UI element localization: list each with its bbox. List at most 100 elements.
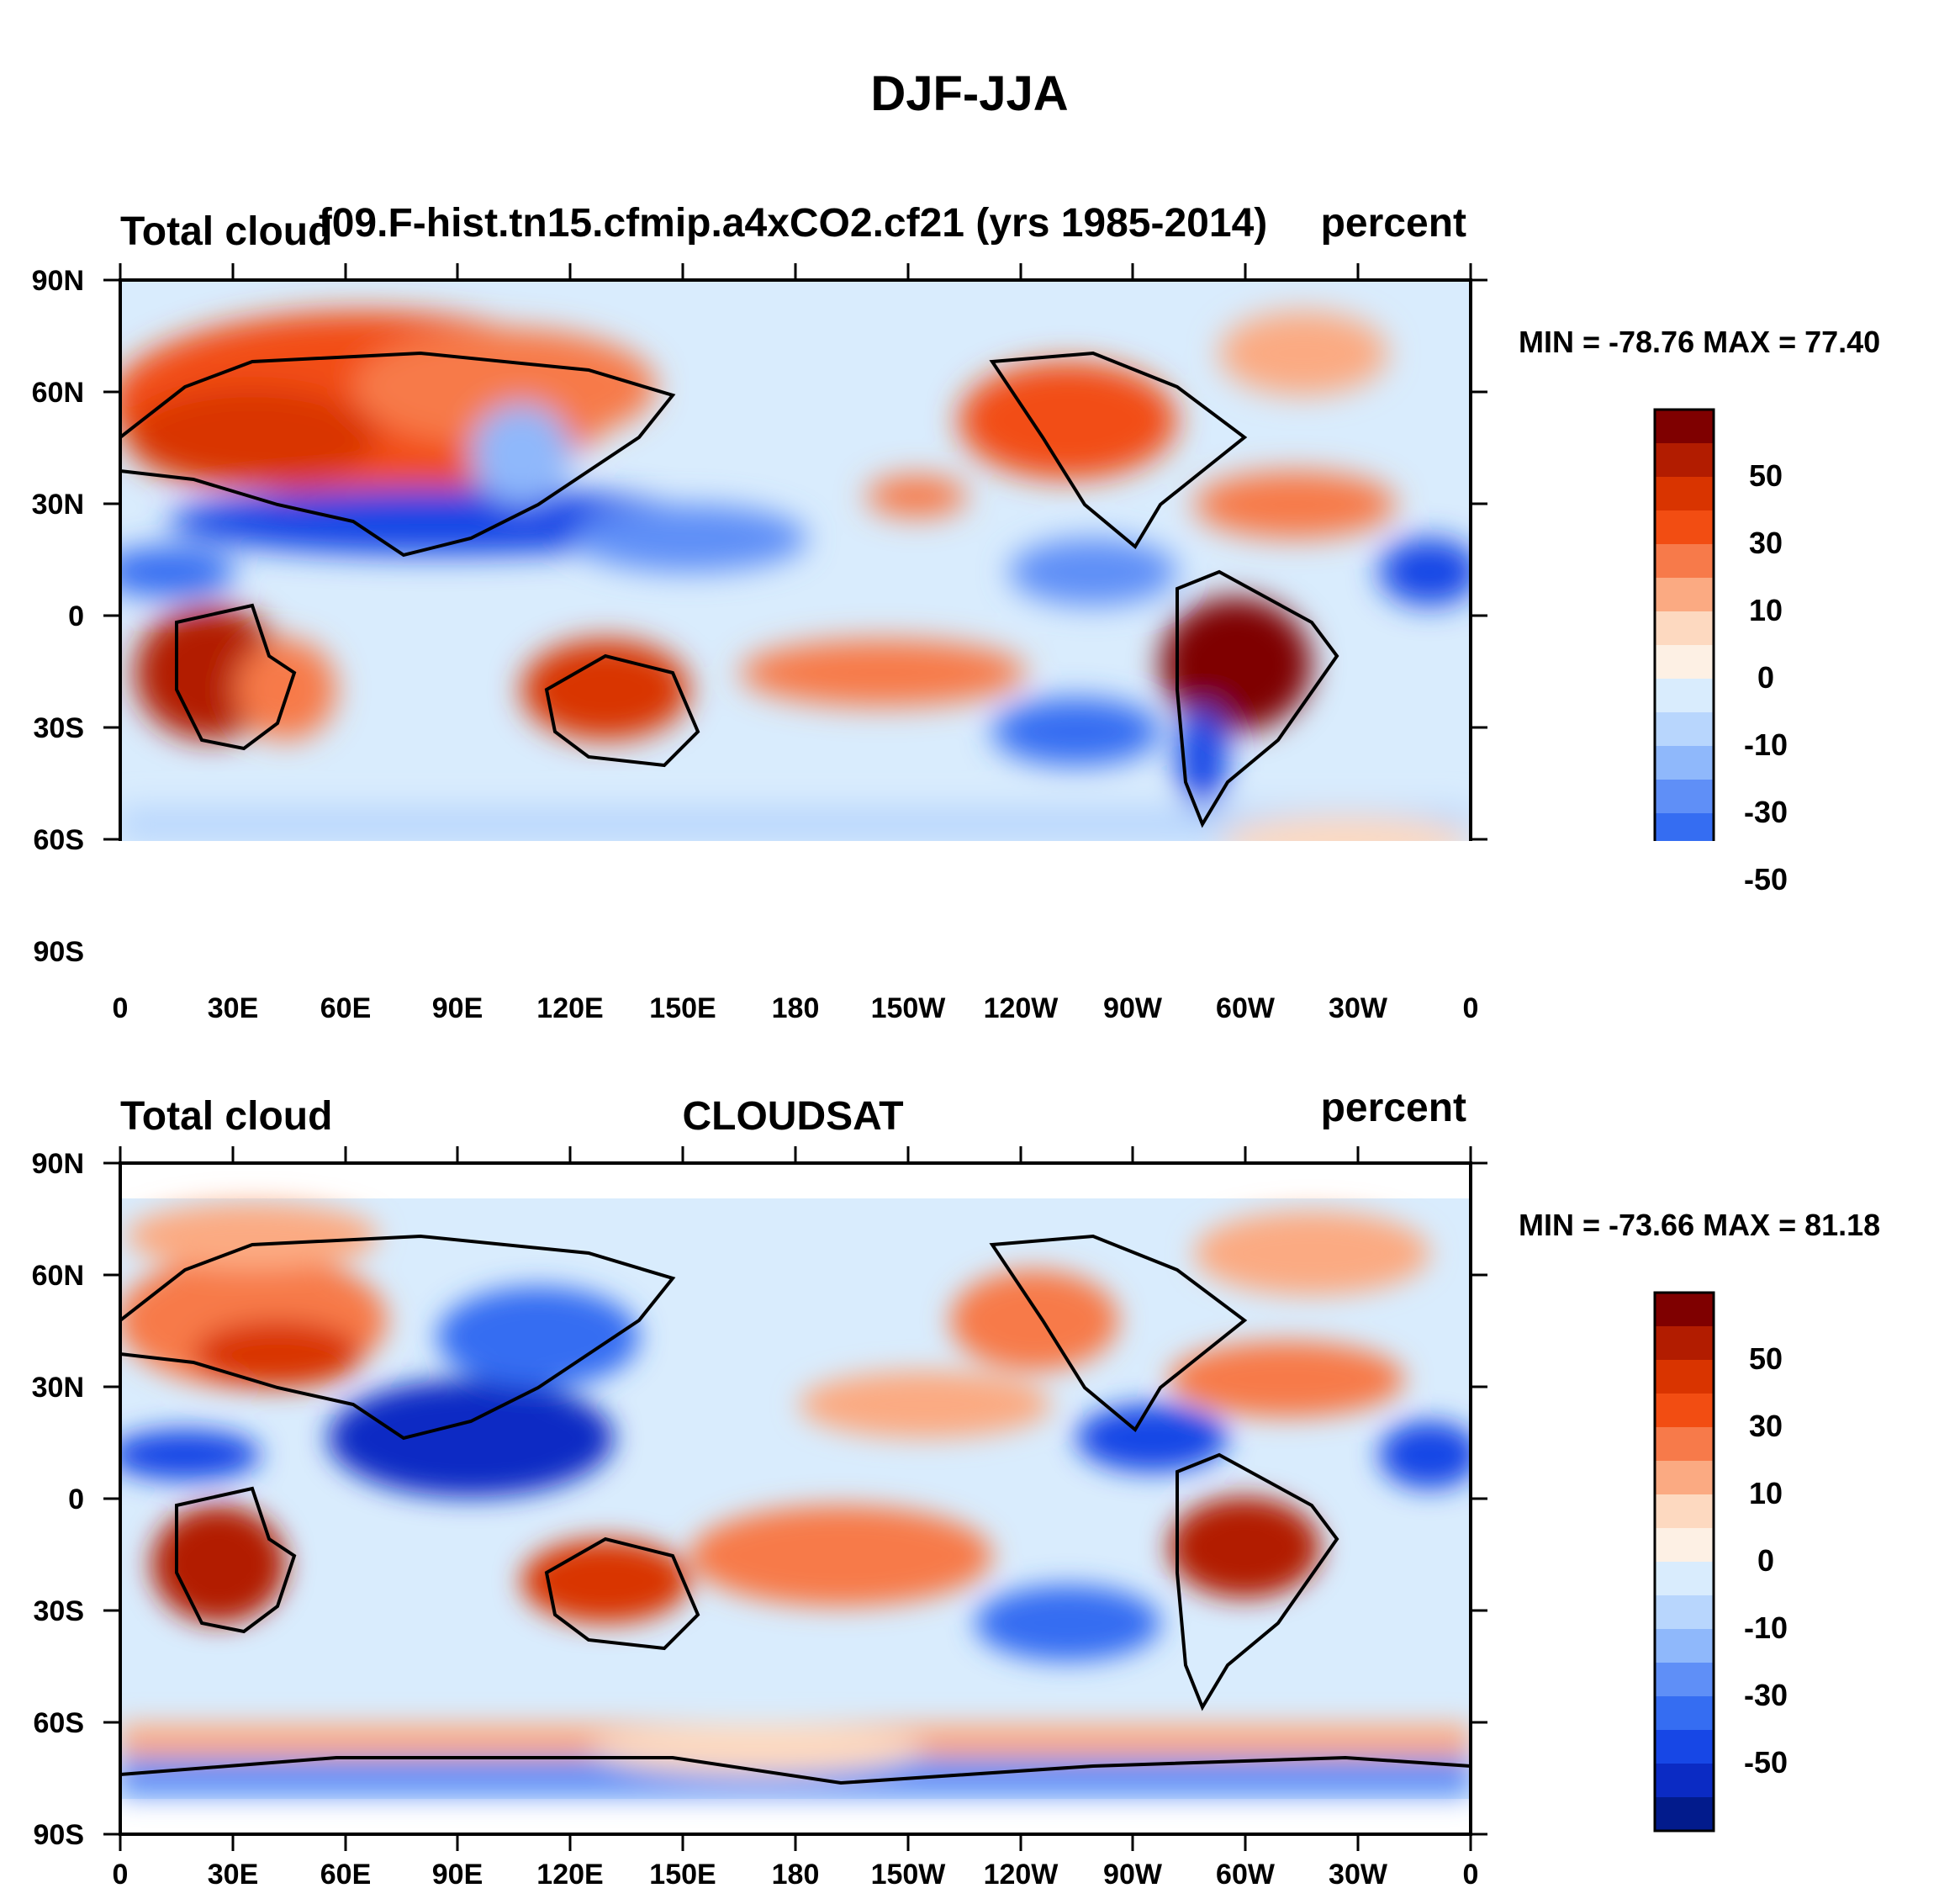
lon-tick: 120E [536,1859,604,1891]
lon-tick: 60E [320,992,372,1024]
panel-left-label: Total cloud [120,209,333,254]
colorbar-bin [1655,1629,1714,1663]
colorbar-label: -50 [1743,862,1788,896]
map-panel-model: Total cloud f09.F-hist.tn15.cfmip.a4xCO2… [0,0,1939,1024]
lon-tick: 90W [1103,992,1162,1024]
colorbar-bin [1655,510,1714,544]
colorbar-label: 50 [1748,458,1783,493]
lon-tick: 60E [320,1859,372,1891]
colorbar-bin [1655,1494,1714,1528]
panel-left-label: Total cloud [120,1094,333,1139]
lon-tick: 120W [983,992,1059,1024]
colorbar-label: -30 [1743,1678,1788,1712]
colorbar-label: 10 [1748,593,1783,627]
tick-marks [103,263,1487,841]
lon-tick: 150E [649,992,716,1024]
lon-tick: 60W [1216,992,1275,1024]
colorbar-bin [1655,645,1714,679]
colorbar-bin [1655,611,1714,645]
lat-tick: 30S [33,712,85,744]
coastlines [120,351,1339,828]
lon-tick: 120W [983,1859,1059,1891]
lon-tick: 150W [870,992,946,1024]
lat-tick: 0 [68,1484,84,1515]
panel-center-label: CLOUDSAT [682,1094,904,1139]
lat-tick: 60N [31,1260,84,1292]
colorbar-bin [1655,1461,1714,1494]
lat-tick: 0 [68,600,84,632]
lon-tick: 90E [431,992,483,1024]
lon-tick: 90E [431,1859,483,1891]
colorbar-bin [1655,1663,1714,1696]
lon-tick: 0 [112,992,129,1024]
lat-tick: 90S [33,1819,85,1851]
colorbar-label: 30 [1748,526,1783,560]
colorbar-bin [1655,1730,1714,1764]
lat-tick: 60S [33,1707,85,1739]
cloud-field [120,1163,1471,1834]
colorbar-label: -30 [1743,795,1788,829]
colorbar-bin [1655,1696,1714,1730]
colorbar-label: -10 [1743,727,1788,762]
lon-tick: 0 [1462,992,1479,1024]
lon-tick: 0 [112,1859,129,1891]
map-svg [103,263,1715,841]
lon-tick: 30W [1329,1859,1387,1891]
colorbar-bin [1655,477,1714,510]
lon-tick: 120E [536,992,604,1024]
colorbar-label: 50 [1748,1341,1783,1376]
colorbar-label: -50 [1743,1745,1788,1780]
cloud-field [120,280,1471,841]
colorbar-bin [1655,443,1714,477]
lon-tick: 150E [649,1859,716,1891]
panel-units-label: percent [1320,201,1466,246]
lon-tick: 90W [1103,1859,1162,1891]
lat-tick: 60S [33,824,85,856]
colorbar-bin [1655,1764,1714,1797]
map-panel-observation: Total cloud CLOUDSAT percent [0,883,1939,1891]
colorbar-bin [1655,813,1714,841]
colorbar-bin [1655,410,1714,443]
colorbar-bin [1655,1562,1714,1595]
colorbar [1653,408,1715,841]
colorbar-bin [1655,712,1714,746]
lon-tick: 0 [1462,1859,1479,1891]
lon-tick: 150W [870,1859,946,1891]
lon-tick: 60W [1216,1859,1275,1891]
colorbar-bin [1655,746,1714,780]
lat-tick: 30S [33,1595,85,1627]
figure-title: DJF-JJA [870,66,1069,121]
colorbar-bin [1655,780,1714,813]
tick-marks [103,1146,1487,1851]
colorbar-bin [1655,1326,1714,1360]
lon-tick: 180 [771,1859,820,1891]
colorbar-bin [1655,1797,1714,1831]
panel-center-label: f09.F-hist.tn15.cfmip.a4xCO2.cf21 (yrs 1… [318,201,1268,246]
lon-tick: 30E [207,1859,259,1891]
coastlines [120,1234,1471,1785]
colorbar-bin [1655,1427,1714,1461]
lat-tick: 30N [31,1372,84,1404]
colorbar-label: -10 [1743,1610,1788,1645]
colorbar-bin [1655,1528,1714,1562]
colorbar-bin [1655,1394,1714,1427]
colorbar-bin [1655,679,1714,712]
lon-tick: 30W [1329,992,1387,1024]
min-max-label: MIN = -78.76 MAX = 77.40 [1519,325,1881,359]
min-max-label: MIN = -73.66 MAX = 81.18 [1519,1208,1881,1242]
lat-tick: 30N [31,489,84,521]
colorbar-bin [1655,1595,1714,1629]
colorbar-label: 0 [1757,1543,1775,1578]
colorbar-label: 30 [1748,1409,1783,1443]
colorbar-bin [1655,1293,1714,1326]
colorbar-bin [1655,578,1714,611]
lon-tick: 180 [771,992,820,1024]
panel-units-label: percent [1320,1086,1466,1130]
map-svg [103,1146,1715,1851]
lat-tick: 90N [31,1148,84,1180]
colorbar-bin [1655,544,1714,578]
colorbar-label: 0 [1757,660,1775,695]
colorbar-label: 10 [1748,1476,1783,1510]
colorbar-bin [1655,1360,1714,1394]
lat-tick: 60N [31,377,84,409]
